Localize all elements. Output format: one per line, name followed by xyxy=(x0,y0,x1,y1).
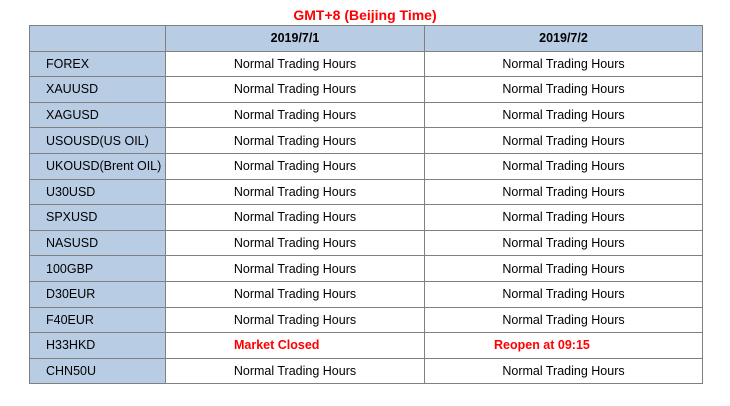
table-row: XAGUSD Normal Trading Hours Normal Tradi… xyxy=(29,101,703,129)
symbol-cell: U30USD xyxy=(29,178,166,206)
table-row: F40EUR Normal Trading Hours Normal Tradi… xyxy=(29,306,703,334)
status-cell: Normal Trading Hours xyxy=(424,101,703,129)
status-cell: Normal Trading Hours xyxy=(165,152,425,180)
table-row: NASUSD Normal Trading Hours Normal Tradi… xyxy=(29,229,703,257)
symbol-cell: H33HKD xyxy=(29,332,166,359)
table-row: CHN50U Normal Trading Hours Normal Tradi… xyxy=(29,357,703,385)
trading-hours-table: 2019/7/1 2019/7/2 FOREX Normal Trading H… xyxy=(29,25,703,385)
symbol-cell: XAUUSD xyxy=(29,76,166,103)
symbol-cell: UKOUSD(Brent OIL) xyxy=(29,152,166,180)
symbol-cell: XAGUSD xyxy=(29,101,166,129)
header-cell-symbol xyxy=(29,25,166,52)
table-row: D30EUR Normal Trading Hours Normal Tradi… xyxy=(29,280,703,308)
table-row: 100GBP Normal Trading Hours Normal Tradi… xyxy=(29,255,703,282)
status-cell: Normal Trading Hours xyxy=(165,229,425,257)
status-cell: Normal Trading Hours xyxy=(165,306,425,334)
symbol-cell: SPXUSD xyxy=(29,204,166,231)
status-cell: Normal Trading Hours xyxy=(165,357,425,385)
symbol-cell: 100GBP xyxy=(29,255,166,282)
market-closed-cell: Market Closed xyxy=(165,332,425,359)
status-cell: Normal Trading Hours xyxy=(424,50,703,78)
status-cell: Normal Trading Hours xyxy=(165,101,425,129)
status-cell: Normal Trading Hours xyxy=(424,280,703,308)
symbol-cell: FOREX xyxy=(29,50,166,78)
status-cell: Normal Trading Hours xyxy=(424,229,703,257)
status-cell: Normal Trading Hours xyxy=(424,357,703,385)
status-cell: Normal Trading Hours xyxy=(424,152,703,180)
table-row: SPXUSD Normal Trading Hours Normal Tradi… xyxy=(29,204,703,231)
status-cell: Normal Trading Hours xyxy=(165,50,425,78)
status-cell: Normal Trading Hours xyxy=(165,76,425,103)
symbol-cell: USOUSD(US OIL) xyxy=(29,127,166,154)
table-row: USOUSD(US OIL) Normal Trading Hours Norm… xyxy=(29,127,703,154)
header-cell-date-1: 2019/7/1 xyxy=(165,25,425,52)
symbol-cell: D30EUR xyxy=(29,280,166,308)
status-cell: Normal Trading Hours xyxy=(424,178,703,206)
status-cell: Normal Trading Hours xyxy=(165,204,425,231)
status-cell: Normal Trading Hours xyxy=(424,127,703,154)
table-row: U30USD Normal Trading Hours Normal Tradi… xyxy=(29,178,703,206)
table-row: UKOUSD(Brent OIL) Normal Trading Hours N… xyxy=(29,152,703,180)
status-cell: Normal Trading Hours xyxy=(424,306,703,334)
status-cell: Normal Trading Hours xyxy=(165,255,425,282)
table-row: XAUUSD Normal Trading Hours Normal Tradi… xyxy=(29,76,703,103)
table-row: H33HKD Market Closed Reopen at 09:15 xyxy=(29,332,703,359)
status-cell: Normal Trading Hours xyxy=(424,255,703,282)
symbol-cell: NASUSD xyxy=(29,229,166,257)
header-row: 2019/7/1 2019/7/2 xyxy=(29,25,703,52)
reopen-time-cell: Reopen at 09:15 xyxy=(424,332,703,359)
status-cell: Normal Trading Hours xyxy=(424,204,703,231)
symbol-cell: CHN50U xyxy=(29,357,166,385)
status-cell: Normal Trading Hours xyxy=(165,178,425,206)
status-cell: Normal Trading Hours xyxy=(424,76,703,103)
symbol-cell: F40EUR xyxy=(29,306,166,334)
table-row: FOREX Normal Trading Hours Normal Tradin… xyxy=(29,50,703,78)
page-title: GMT+8 (Beijing Time) xyxy=(293,7,437,23)
status-cell: Normal Trading Hours xyxy=(165,280,425,308)
header-cell-date-2: 2019/7/2 xyxy=(424,25,703,52)
status-cell: Normal Trading Hours xyxy=(165,127,425,154)
